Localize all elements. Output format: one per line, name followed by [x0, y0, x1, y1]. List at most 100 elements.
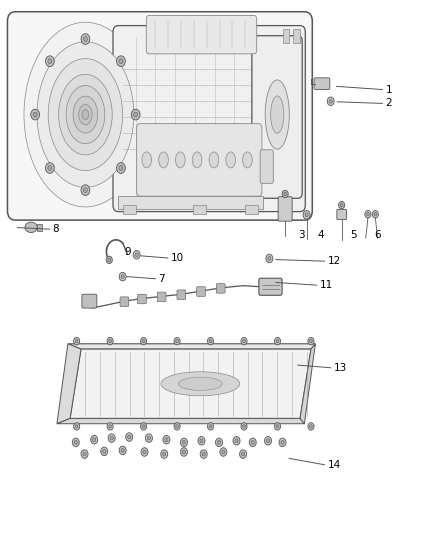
Text: 13: 13	[334, 363, 347, 373]
Bar	[123, 205, 136, 214]
Circle shape	[327, 97, 334, 106]
Circle shape	[33, 112, 37, 117]
Circle shape	[133, 251, 140, 259]
Text: 3: 3	[298, 230, 304, 239]
Circle shape	[182, 450, 186, 454]
Circle shape	[279, 438, 286, 447]
Text: 10: 10	[171, 253, 184, 263]
Circle shape	[141, 423, 147, 430]
FancyBboxPatch shape	[252, 36, 302, 198]
Circle shape	[215, 438, 223, 447]
Ellipse shape	[161, 372, 240, 396]
Circle shape	[127, 435, 131, 439]
Circle shape	[249, 438, 256, 447]
Polygon shape	[68, 344, 315, 349]
Circle shape	[142, 425, 145, 428]
Ellipse shape	[37, 42, 134, 187]
Circle shape	[109, 425, 112, 428]
Text: 14: 14	[328, 460, 341, 470]
Ellipse shape	[271, 96, 284, 133]
Circle shape	[119, 272, 126, 281]
Circle shape	[101, 447, 108, 456]
Ellipse shape	[209, 152, 219, 168]
Circle shape	[74, 440, 78, 445]
Circle shape	[200, 439, 203, 443]
Ellipse shape	[59, 74, 112, 155]
Circle shape	[46, 163, 54, 173]
Circle shape	[162, 452, 166, 456]
Circle shape	[275, 423, 281, 430]
Circle shape	[92, 438, 96, 442]
FancyBboxPatch shape	[146, 15, 257, 54]
Circle shape	[83, 452, 86, 456]
FancyBboxPatch shape	[120, 297, 129, 306]
Circle shape	[209, 425, 212, 428]
Circle shape	[241, 452, 245, 456]
Circle shape	[284, 192, 286, 196]
Circle shape	[165, 438, 168, 442]
Circle shape	[83, 37, 87, 42]
FancyBboxPatch shape	[197, 287, 205, 296]
Circle shape	[107, 423, 113, 430]
Circle shape	[367, 213, 369, 216]
Bar	[283, 29, 289, 43]
Text: 1: 1	[385, 85, 392, 94]
Circle shape	[276, 425, 279, 428]
Text: 6: 6	[374, 230, 381, 239]
FancyBboxPatch shape	[259, 278, 282, 295]
Circle shape	[340, 204, 343, 207]
Ellipse shape	[79, 104, 92, 125]
Circle shape	[268, 256, 271, 261]
Circle shape	[233, 437, 240, 445]
Circle shape	[161, 450, 168, 458]
Circle shape	[48, 59, 52, 63]
Ellipse shape	[25, 222, 37, 232]
Ellipse shape	[142, 152, 152, 168]
Circle shape	[208, 337, 214, 345]
Ellipse shape	[192, 152, 202, 168]
Ellipse shape	[243, 152, 252, 168]
FancyBboxPatch shape	[216, 284, 225, 293]
Circle shape	[200, 450, 207, 458]
Circle shape	[303, 211, 310, 219]
Circle shape	[308, 423, 314, 430]
Circle shape	[117, 163, 125, 173]
Circle shape	[106, 256, 112, 264]
Circle shape	[134, 112, 138, 117]
Circle shape	[235, 439, 238, 443]
Circle shape	[243, 340, 245, 343]
Circle shape	[145, 434, 152, 442]
Circle shape	[83, 188, 87, 192]
Ellipse shape	[73, 96, 98, 133]
Circle shape	[126, 433, 133, 441]
Circle shape	[174, 423, 180, 430]
Circle shape	[266, 254, 273, 263]
Circle shape	[310, 425, 312, 428]
Circle shape	[121, 448, 124, 453]
Bar	[37, 224, 42, 231]
Circle shape	[75, 425, 78, 428]
Ellipse shape	[48, 59, 123, 171]
Circle shape	[75, 340, 78, 343]
Ellipse shape	[176, 152, 185, 168]
Circle shape	[141, 337, 147, 345]
Ellipse shape	[82, 110, 89, 119]
Circle shape	[102, 449, 106, 454]
Circle shape	[176, 425, 178, 428]
Circle shape	[31, 109, 39, 120]
Circle shape	[240, 450, 247, 458]
Ellipse shape	[226, 152, 236, 168]
Circle shape	[251, 440, 254, 445]
Circle shape	[209, 340, 212, 343]
Bar	[193, 205, 206, 214]
Polygon shape	[57, 418, 304, 424]
Polygon shape	[57, 344, 81, 424]
FancyBboxPatch shape	[137, 124, 262, 196]
Circle shape	[108, 258, 111, 262]
Text: 8: 8	[53, 224, 59, 234]
Circle shape	[282, 190, 288, 198]
Circle shape	[180, 448, 187, 456]
Text: 5: 5	[350, 230, 357, 239]
Circle shape	[81, 34, 90, 44]
Ellipse shape	[265, 80, 290, 149]
